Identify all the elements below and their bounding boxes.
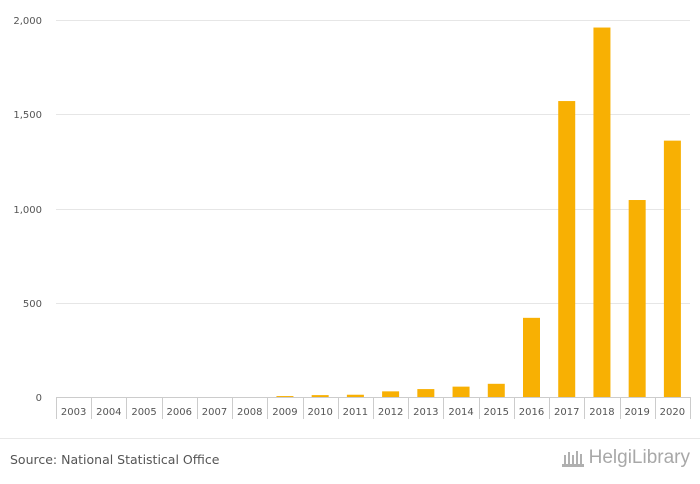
x-tick-label: 2007 [202, 407, 227, 418]
x-tick-label: 2006 [167, 407, 192, 418]
x-tick-label: 2009 [272, 407, 297, 418]
y-axis-ticks: 0 500 1,000 1,500 2,000 [13, 16, 42, 404]
x-tick-label: 2019 [624, 407, 649, 418]
bar-2016 [523, 317, 540, 397]
y-tick-label: 0 [36, 393, 42, 404]
y-tick-label: 2,000 [13, 16, 42, 27]
bar-2009 [276, 396, 294, 397]
helgi-library-logo[interactable]: HelgiLibrary [561, 447, 690, 469]
logo-text: HelgiLibrary [588, 447, 690, 468]
x-tick-label: 2018 [589, 407, 614, 418]
bar-2012 [382, 391, 400, 397]
x-tick-label: 2013 [413, 407, 438, 418]
x-tick-label: 2010 [307, 407, 332, 418]
y-tick-label: 1,000 [13, 205, 42, 216]
x-tick-label: 2003 [61, 407, 86, 418]
x-tick-label: 2008 [237, 407, 262, 418]
source-note: Source: National Statistical Office [10, 452, 220, 467]
bar-2013 [417, 389, 435, 397]
x-tick-label: 2012 [378, 407, 403, 418]
x-tick-label: 2016 [519, 407, 544, 418]
bar-2017 [558, 101, 576, 398]
bar-2010 [311, 395, 329, 397]
x-tick-label: 2014 [448, 407, 473, 418]
bar-2019 [628, 200, 646, 397]
bar-2020 [663, 140, 681, 397]
bar-2014 [452, 386, 470, 397]
x-tick-label: 2011 [343, 407, 368, 418]
bar-2011 [346, 394, 364, 397]
x-tick-label: 2015 [484, 407, 509, 418]
bars [276, 27, 681, 398]
x-axis: 2003 2004 2005 2006 2007 2008 2009 2010 2011 2012… [56, 397, 691, 419]
y-tick-label: 500 [23, 299, 42, 310]
bar-chart: 0 500 1,000 1,500 2,000 2003 2004 2005 2006 2007… [13, 16, 691, 419]
x-tick-label: 2005 [131, 407, 156, 418]
x-tick-label: 2017 [554, 407, 579, 418]
x-tick-label: 2004 [96, 407, 121, 418]
bar-2015 [487, 383, 505, 397]
x-tick-label: 2020 [660, 407, 685, 418]
library-building-icon [561, 451, 584, 467]
y-tick-label: 1,500 [13, 110, 42, 121]
grid-lines [56, 20, 690, 304]
chart-footer: Source: National Statistical Office Helg… [0, 438, 700, 484]
bar-2018 [593, 27, 611, 397]
